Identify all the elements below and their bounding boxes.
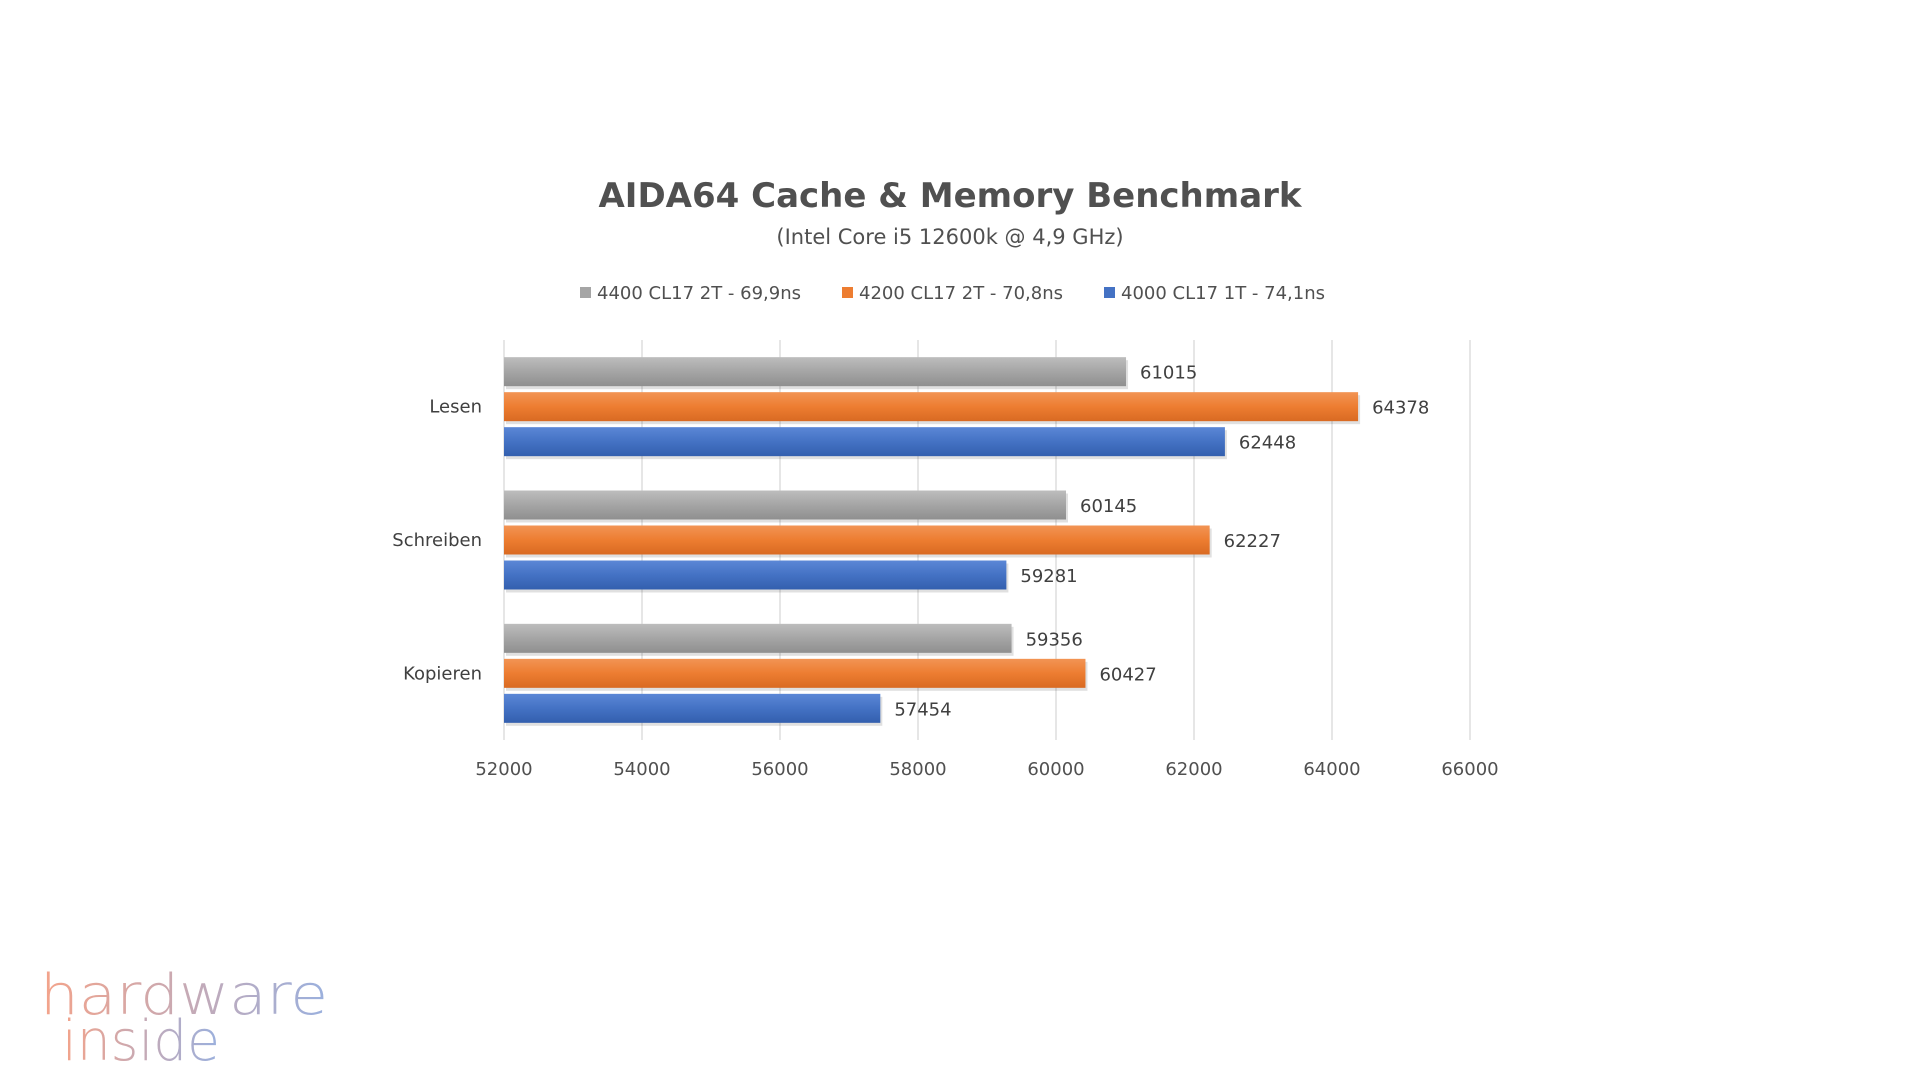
logo-word-hardware: hardware [40, 968, 328, 1028]
category-label: Kopieren [403, 663, 482, 684]
bar-value-label: 62227 [1224, 531, 1281, 552]
legend: 4400 CL17 2T - 69,9ns 4200 CL17 2T - 70,8… [580, 283, 1325, 304]
chart-subtitle: (Intel Core i5 12600k @ 4,9 GHz) [776, 225, 1123, 249]
bar [504, 392, 1359, 422]
category-labels: Lesen Schreiben Kopieren [392, 397, 482, 685]
x-tick-label: 54000 [613, 759, 670, 780]
bar-value-label: 62448 [1239, 433, 1296, 454]
category-label: Lesen [429, 397, 482, 418]
legend-label: 4000 CL17 1T - 74,1ns [1121, 283, 1325, 304]
legend-swatch [580, 287, 591, 298]
bar [504, 490, 1067, 520]
bar [504, 693, 881, 723]
bar [504, 357, 1127, 387]
hardware-inside-logo: hardware inside [40, 968, 328, 1068]
bar-value-label: 59281 [1020, 566, 1077, 587]
bar-value-label: 59356 [1026, 629, 1083, 650]
bar [504, 427, 1225, 457]
x-axis-ticks: 52000 54000 56000 58000 60000 62000 64000 66000 [475, 759, 1498, 780]
x-tick-label: 58000 [889, 759, 946, 780]
x-tick-label: 56000 [751, 759, 808, 780]
bar-value-label: 64378 [1372, 398, 1429, 419]
bar-value-label: 60427 [1099, 664, 1156, 685]
bar-value-label: 60145 [1080, 496, 1137, 517]
legend-label: 4400 CL17 2T - 69,9ns [597, 283, 801, 304]
bars: 61015 64378 62448 60145 62227 59281 59356 60427… [504, 357, 1429, 726]
bar [504, 560, 1007, 590]
bar-value-label: 57454 [894, 699, 951, 720]
x-tick-label: 60000 [1027, 759, 1084, 780]
category-label: Schreiben [392, 530, 482, 551]
bar [504, 525, 1210, 555]
legend-swatch [1104, 287, 1115, 298]
bar-value-label: 61015 [1140, 363, 1197, 384]
legend-label: 4200 CL17 2T - 70,8ns [859, 283, 1063, 304]
chart-title: AIDA64 Cache & Memory Benchmark [598, 176, 1302, 216]
x-tick-label: 66000 [1441, 759, 1498, 780]
x-tick-label: 62000 [1165, 759, 1222, 780]
bar [504, 623, 1012, 653]
x-tick-label: 64000 [1303, 759, 1360, 780]
x-tick-label: 52000 [475, 759, 532, 780]
bar [504, 658, 1086, 688]
logo-word-inside: inside [62, 1009, 220, 1068]
legend-swatch [842, 287, 853, 298]
